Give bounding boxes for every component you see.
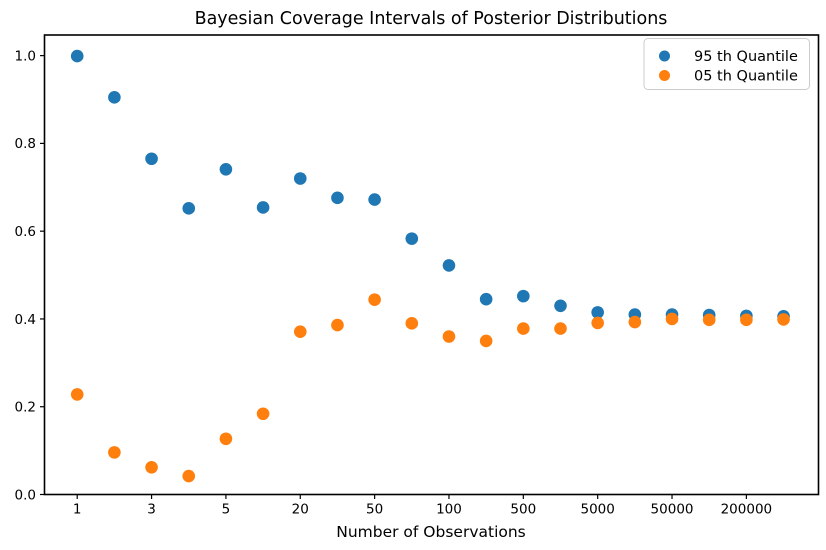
x-tick-label: 50 (366, 502, 383, 518)
data-point-q05 (331, 318, 344, 332)
data-point-q05 (256, 407, 270, 421)
data-point-q05 (591, 316, 604, 330)
data-point-q05 (219, 432, 233, 446)
plot-frame (43, 34, 820, 496)
data-point-q95 (182, 202, 196, 215)
y-tick-label: 0.8 (15, 136, 36, 152)
data-point-q05 (368, 293, 381, 306)
data-point-q95 (479, 292, 493, 306)
data-point-q95 (145, 152, 158, 166)
data-point-q95 (368, 193, 381, 206)
axes-ticks: 0.0 0.2 0.4 0.6 0.8 1.0 1 3 5 20 50 100 500 5000 50000… (15, 48, 773, 517)
data-point-q95 (108, 91, 121, 104)
data-point-q95 (517, 289, 530, 303)
data-point-q05 (628, 315, 642, 329)
x-tick-label: 500 (510, 502, 536, 518)
data-point-q05 (777, 313, 790, 326)
legend-box (643, 38, 810, 90)
legend-label-95th: 95 th Quantile (694, 49, 798, 65)
legend-marker-05th-icon (659, 70, 670, 81)
x-tick-label: 5000 (580, 502, 614, 518)
data-point-q95 (554, 299, 567, 313)
legend-marker-95th-icon (659, 50, 670, 62)
y-tick-label: 0.0 (15, 487, 36, 503)
data-point-q95 (442, 259, 456, 272)
x-tick-label: 1 (73, 502, 82, 518)
data-point-q05 (442, 330, 456, 343)
data-point-q95 (256, 201, 270, 214)
data-point-q05 (70, 388, 84, 401)
data-point-q95 (591, 306, 604, 319)
data-point-q95 (293, 172, 307, 185)
data-points (70, 49, 790, 483)
data-point-q05 (293, 325, 307, 338)
data-point-q05 (517, 322, 530, 335)
x-tick-label: 20 (292, 502, 309, 518)
data-point-q05 (108, 446, 121, 459)
x-tick-label: 3 (147, 502, 156, 518)
x-axis-label: Number of Observations (336, 523, 526, 541)
y-tick-label: 1.0 (15, 48, 36, 64)
data-point-q05 (145, 460, 158, 474)
data-point-q95 (331, 191, 344, 205)
legend: 95 th Quantile 05 th Quantile (643, 38, 810, 90)
x-tick-label: 100 (436, 502, 462, 518)
y-tick-label: 0.2 (15, 400, 36, 416)
data-point-q95 (70, 49, 84, 63)
y-tick-label: 0.6 (15, 224, 36, 240)
data-point-q05 (740, 313, 753, 327)
data-point-q05 (182, 469, 196, 483)
x-tick-label: 50000 (651, 502, 694, 518)
data-point-q05 (479, 334, 493, 348)
data-point-q05 (405, 317, 419, 330)
data-point-q95 (219, 162, 233, 176)
x-tick-label: 200000 (721, 502, 773, 518)
y-tick-label: 0.4 (15, 312, 36, 328)
data-point-q05 (702, 313, 716, 327)
data-point-q05 (554, 322, 567, 335)
x-tick-label: 5 (222, 502, 231, 518)
legend-label-05th: 05 th Quantile (694, 69, 798, 85)
data-point-q95 (405, 232, 419, 245)
chart-title: Bayesian Coverage Intervals of Posterior… (195, 9, 668, 29)
data-point-q05 (665, 312, 679, 326)
